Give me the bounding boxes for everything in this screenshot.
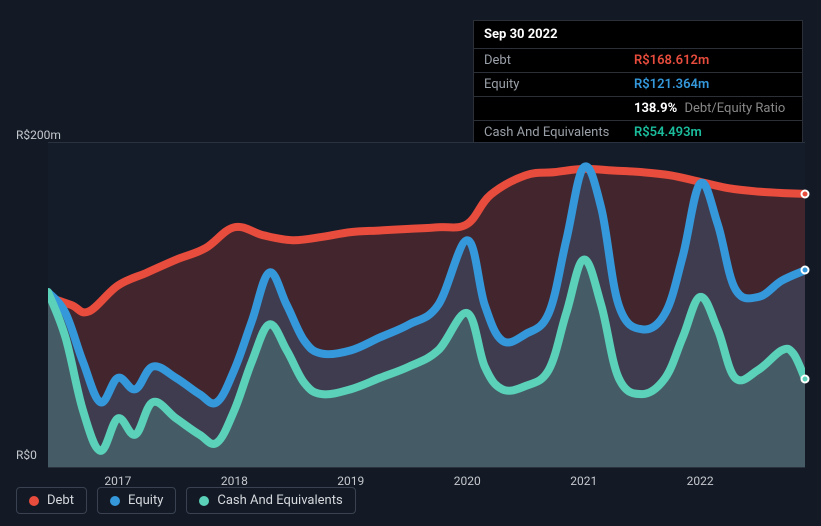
tooltip-date: Sep 30 2022 <box>474 21 802 49</box>
series-marker-cash <box>801 374 810 383</box>
tooltip-row-value: R$168.612m <box>634 53 709 68</box>
tooltip-row-value: R$54.493m <box>634 125 702 140</box>
tooltip-row-label: Debt <box>484 53 634 68</box>
tooltip-row-label <box>484 101 634 116</box>
y-axis-label: R$0 <box>16 448 37 462</box>
tooltip-row: Cash And EquivalentsR$54.493m <box>474 121 802 144</box>
tooltip-row-label: Equity <box>484 77 634 92</box>
legend-item-cash-and-equivalents[interactable]: Cash And Equivalents <box>186 487 355 514</box>
tooltip-ratio-value: 138.9% <box>634 101 677 116</box>
y-axis-label: R$200m <box>16 128 61 142</box>
legend: Debt Equity Cash And Equivalents <box>16 487 356 514</box>
x-axis-label: 2021 <box>570 474 597 488</box>
tooltip-row-value: R$121.364m <box>634 77 709 92</box>
tooltip-ratio-label: Debt/Equity Ratio <box>681 101 785 116</box>
legend-swatch <box>29 496 39 506</box>
x-axis-label: 2018 <box>221 474 248 488</box>
legend-swatch <box>199 496 209 506</box>
plot-area[interactable] <box>48 142 805 468</box>
x-axis-label: 2017 <box>104 474 131 488</box>
legend-item-debt[interactable]: Debt <box>16 487 87 514</box>
tooltip-row: DebtR$168.612m <box>474 49 802 73</box>
x-axis-label: 2022 <box>687 474 714 488</box>
legend-label: Cash And Equivalents <box>217 493 342 508</box>
x-axis-label: 2019 <box>337 474 364 488</box>
tooltip-row-label: Cash And Equivalents <box>484 125 634 140</box>
chart-tooltip: Sep 30 2022 DebtR$168.612mEquityR$121.36… <box>473 20 803 145</box>
legend-swatch <box>110 496 120 506</box>
tooltip-row: 138.9% Debt/Equity Ratio <box>474 97 802 121</box>
legend-label: Equity <box>128 493 163 508</box>
tooltip-row: EquityR$121.364m <box>474 73 802 97</box>
chart-area: R$200mR$0 201720182019202020212022 <box>16 142 805 468</box>
legend-item-equity[interactable]: Equity <box>97 487 176 514</box>
x-axis-label: 2020 <box>454 474 481 488</box>
series-marker-debt <box>801 189 810 198</box>
series-marker-equity <box>801 266 810 275</box>
legend-label: Debt <box>47 493 74 508</box>
